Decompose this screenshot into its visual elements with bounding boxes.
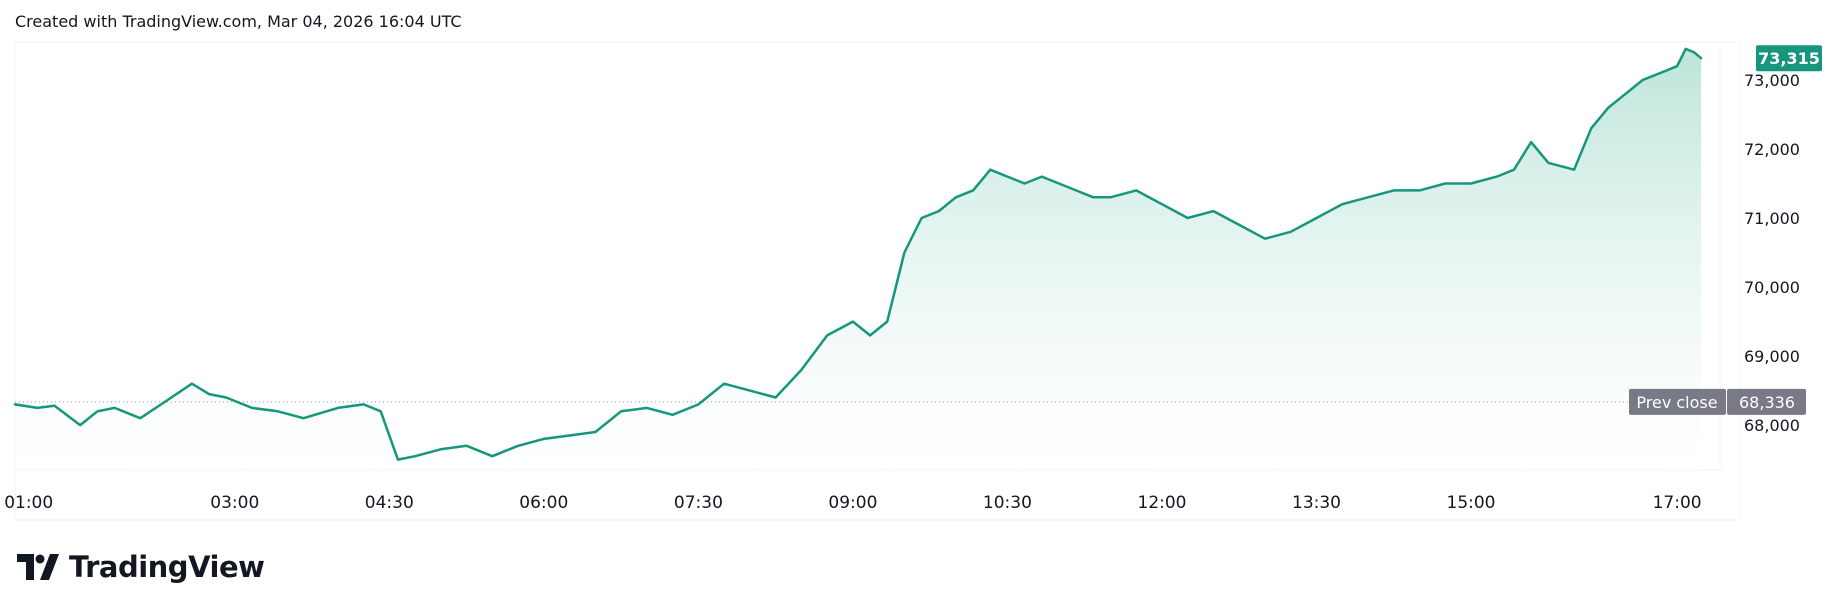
chart-frame bbox=[14, 41, 1741, 521]
price-area-layer bbox=[15, 48, 1702, 471]
x-tick-label: 04:30 bbox=[365, 493, 414, 513]
prev-close-label: Prev close bbox=[1636, 393, 1717, 412]
x-tick-label: 09:00 bbox=[828, 493, 877, 513]
prev-close-value: 68,336 bbox=[1739, 393, 1795, 412]
y-tick-label: 72,000 bbox=[1744, 140, 1800, 159]
x-tick-label: 15:00 bbox=[1447, 493, 1496, 513]
y-tick-label: 71,000 bbox=[1744, 209, 1800, 228]
y-tick-label: 73,000 bbox=[1744, 71, 1800, 90]
y-tick-label: 69,000 bbox=[1744, 347, 1800, 366]
y-tick-label: 68,000 bbox=[1744, 416, 1800, 435]
price-badges: 73,315 Prev close 68,336 bbox=[1629, 45, 1822, 415]
chart-caption: Created with TradingView.com, Mar 04, 20… bbox=[15, 12, 462, 31]
x-axis: 01:00 03:00 04:30 06:00 07:30 09:00 10:30 12:00… bbox=[4, 493, 1701, 513]
x-tick-label: 06:00 bbox=[519, 493, 568, 513]
x-tick-label: 17:00 bbox=[1653, 493, 1702, 513]
y-axis: 68,000 69,000 70,000 71,000 72,000 73,000 bbox=[1744, 71, 1800, 435]
price-line-layer bbox=[13, 47, 1703, 461]
prev-close-badge: Prev close 68,336 bbox=[1629, 388, 1806, 415]
x-tick-label: 01:00 bbox=[4, 493, 53, 513]
price-area bbox=[15, 48, 1702, 471]
x-tick-label: 12:00 bbox=[1138, 493, 1187, 513]
last-price-label: 73,315 bbox=[1758, 49, 1820, 68]
tradingview-logo[interactable]: TradingView bbox=[17, 548, 265, 586]
x-tick-label: 10:30 bbox=[983, 493, 1032, 513]
tradingview-logo-icon bbox=[17, 554, 59, 580]
x-tick-label: 03:00 bbox=[210, 493, 259, 513]
price-line bbox=[13, 47, 1703, 461]
tradingview-wordmark: TradingView bbox=[69, 550, 265, 584]
x-tick-label: 13:30 bbox=[1292, 493, 1341, 513]
last-price-badge: 73,315 bbox=[1756, 45, 1822, 72]
x-tick-label: 07:30 bbox=[674, 493, 723, 513]
y-tick-label: 70,000 bbox=[1744, 278, 1800, 297]
